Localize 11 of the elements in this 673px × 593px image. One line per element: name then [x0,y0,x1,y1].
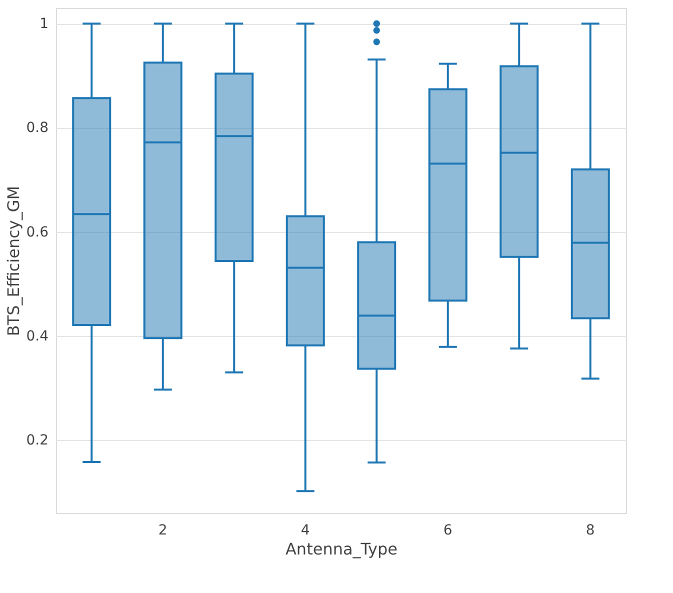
x-tick-label: 2 [158,522,168,538]
x-tick-label: 4 [300,522,310,538]
y-tick-label: 0.2 [26,432,48,449]
x-axis-title: Antenna_Type [285,540,398,558]
y-tick-label: 1 [40,16,48,32]
x-tick-label: 6 [443,522,452,538]
x-tick-label: 8 [586,522,595,538]
y-axis-title: BTS_Efficiency_GM [4,186,24,336]
y-tick-label: 0.6 [26,224,49,240]
y-tick-label: 0.8 [26,120,48,136]
y-tick-label: 0.4 [26,328,49,344]
